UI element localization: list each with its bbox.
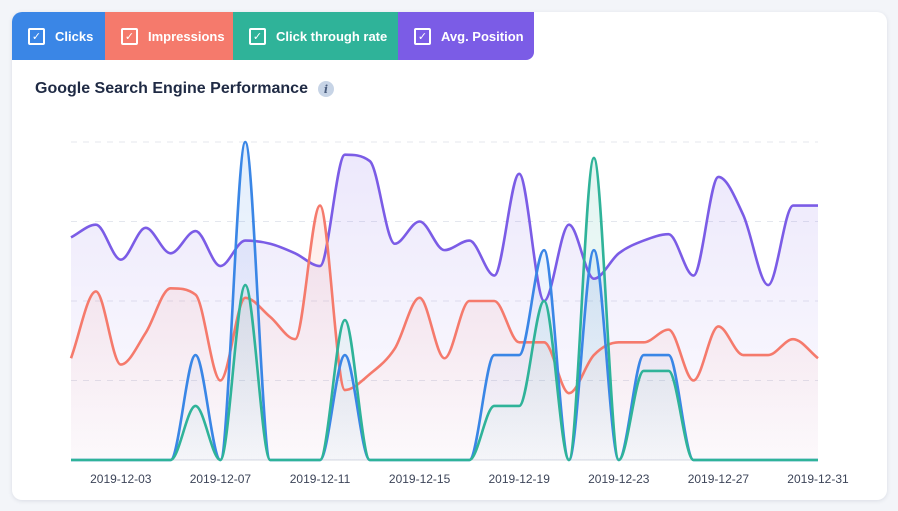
checkbox-checked-icon[interactable]: ✓ [28, 27, 45, 45]
x-tick-label: 2019-12-31 [787, 472, 849, 486]
toggle-avg-position[interactable]: ✓ Avg. Position [398, 12, 534, 60]
x-tick-label: 2019-12-11 [290, 472, 351, 486]
x-tick-label: 2019-12-03 [90, 472, 152, 486]
toggle-impressions-label: Impressions [148, 28, 225, 44]
x-tick-label: 2019-12-19 [489, 472, 551, 486]
series-line-avg-position[interactable] [70, 153, 818, 303]
toggle-clicks-label: Clicks [55, 28, 94, 44]
x-tick-label: 2019-12-23 [588, 472, 650, 486]
chart-title: Google Search Engine Performance i [35, 80, 334, 98]
x-tick-label: 2019-12-07 [190, 472, 252, 486]
toggle-ctr-label: Click through rate [276, 28, 388, 44]
checkbox-checked-icon[interactable]: ✓ [414, 27, 431, 45]
series-line-click-through-rate[interactable] [71, 156, 818, 462]
x-tick-label: 2019-12-15 [389, 472, 451, 486]
x-tick-label: 2019-12-27 [688, 472, 750, 486]
chart-title-text: Google Search Engine Performance [35, 80, 308, 97]
toggle-position-label: Avg. Position [441, 28, 524, 44]
checkbox-checked-icon[interactable]: ✓ [121, 27, 138, 45]
performance-card: ✓ Clicks ✓ Impressions ✓ Click through r… [12, 12, 887, 500]
info-icon[interactable]: i [317, 81, 334, 97]
series-toggle-bar: ✓ Clicks ✓ Impressions ✓ Click through r… [12, 12, 534, 60]
checkbox-checked-icon[interactable]: ✓ [249, 27, 266, 45]
performance-chart: 2019-12-03 2019-12-07 2019-12-11 2019-12-15… [69, 140, 849, 486]
series-line-impressions[interactable] [69, 204, 819, 395]
toggle-click-through-rate[interactable]: ✓ Click through rate [233, 12, 398, 60]
toggle-impressions[interactable]: ✓ Impressions [105, 12, 233, 60]
toggle-clicks[interactable]: ✓ Clicks [12, 12, 105, 60]
